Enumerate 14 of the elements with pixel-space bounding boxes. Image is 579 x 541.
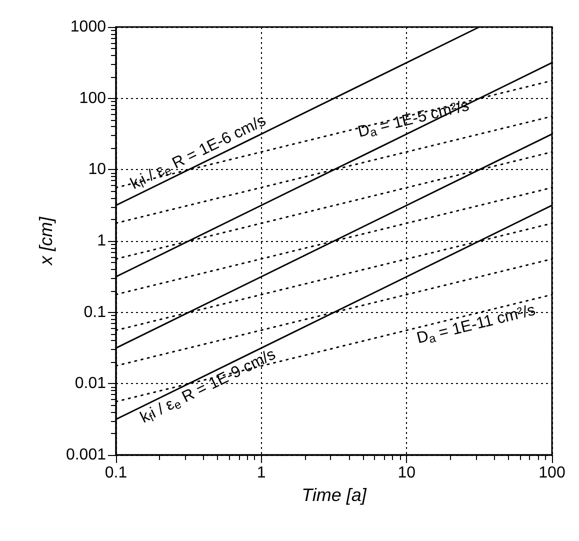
y-tick-label: 0.1 <box>84 304 106 321</box>
y-tick-label: 100 <box>79 90 106 107</box>
x-axis-title: Time [a] <box>302 484 368 505</box>
y-axis-title: x [cm] <box>36 216 56 266</box>
text: Da = 1E-11 cm²/s <box>415 302 538 348</box>
y-tick-label: 1000 <box>70 18 106 36</box>
y-tick-label: 10 <box>88 161 106 178</box>
x-tick-label: 10 <box>398 464 416 482</box>
x-tick-label: 1 <box>256 464 266 482</box>
x-tick-label: 100 <box>538 464 566 482</box>
x-tick-label: 0.1 <box>104 464 128 482</box>
y-tick-label: 0.01 <box>74 375 106 392</box>
y-tick-label: 0.001 <box>66 446 106 464</box>
y-tick-label: 1 <box>97 232 106 250</box>
